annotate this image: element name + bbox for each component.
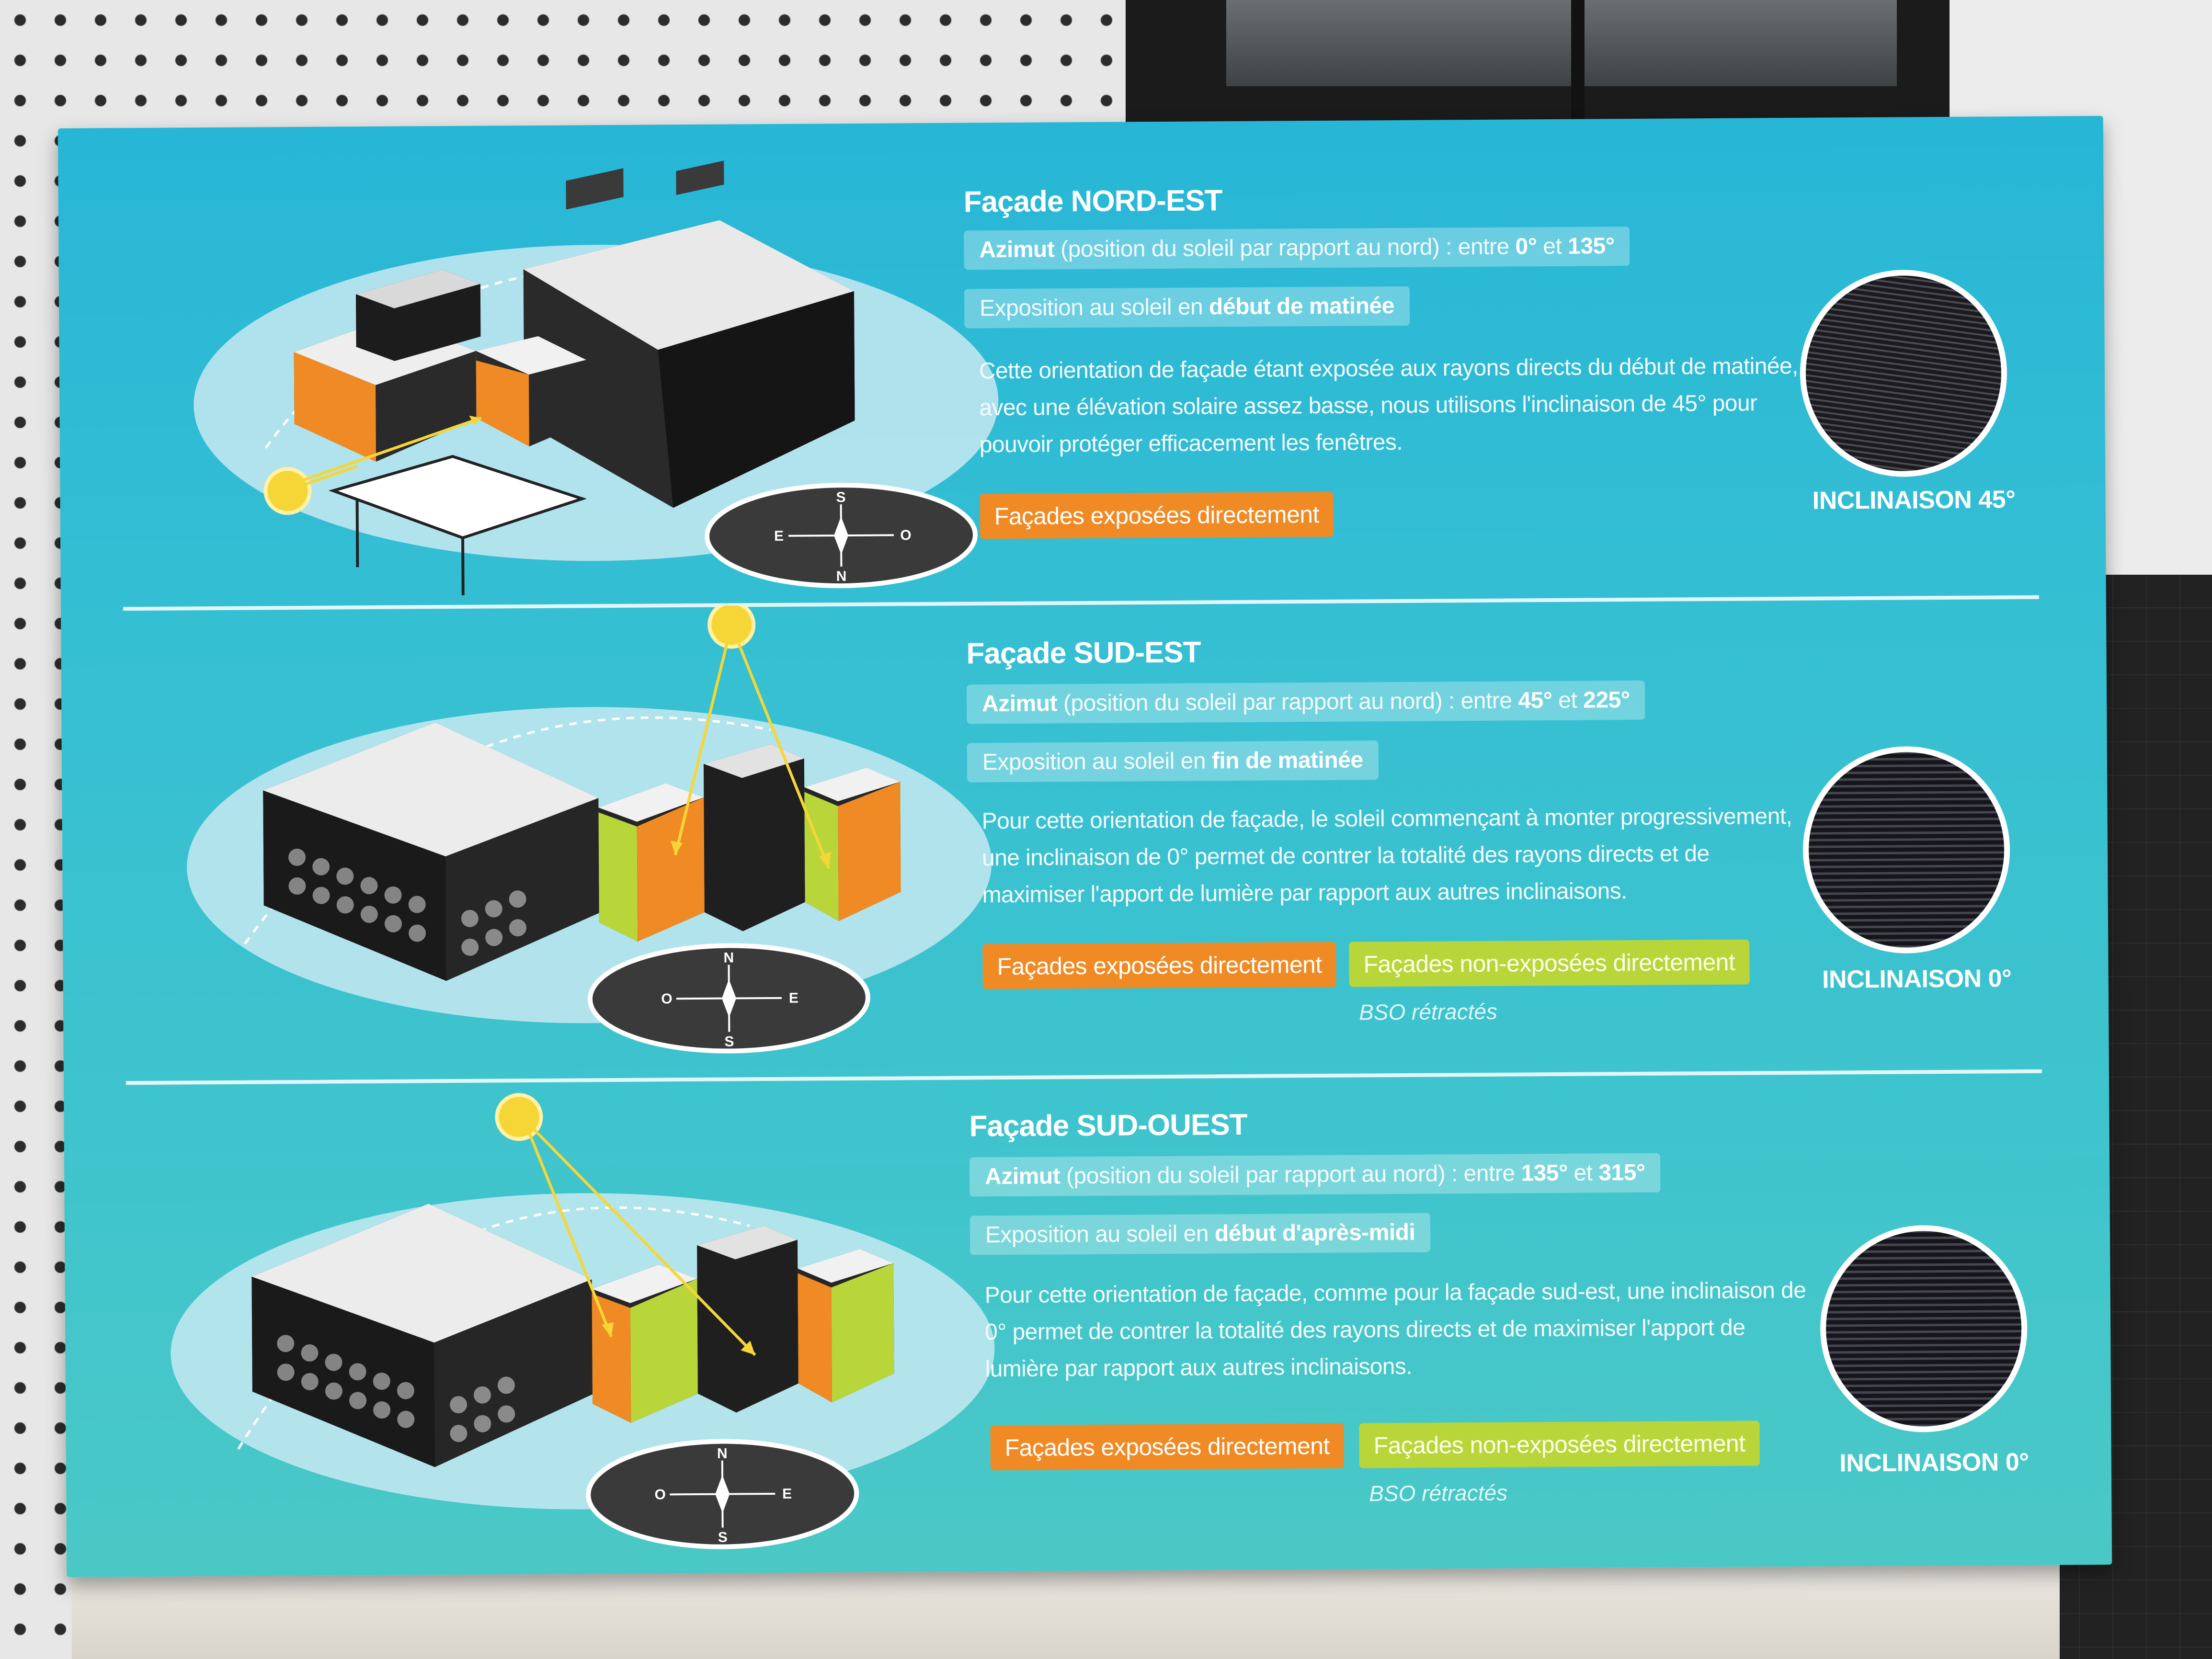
exposition-text: Exposition au soleil en (985, 1221, 1215, 1248)
compass-right: O (900, 527, 912, 543)
section-nord-est: S N E O Façade NORD-EST Azimut (position… (58, 116, 2106, 607)
blind-circle-0 (1803, 746, 2010, 954)
azimut-label: Azimut (979, 237, 1055, 263)
tag-exposed: Façades exposées directement (980, 491, 1334, 539)
inclinaison-label: INCLINAISON 45° (1812, 486, 2016, 515)
azimut-and: et (1552, 687, 1584, 714)
azimut-and: et (1537, 233, 1568, 260)
building-illustration-nord-est: S N E O (194, 160, 999, 595)
building-illustration-sud-ouest: N S O E (171, 1093, 995, 1549)
azimut-pill: Azimut (position du soleil par rapport a… (969, 1153, 1661, 1197)
tag-exposed: Façades exposées directement (982, 942, 1336, 989)
compass-left: O (661, 991, 673, 1007)
section-title: Façade SUD-EST (966, 636, 1201, 670)
tag-exposed: Façades exposées directement (990, 1423, 1344, 1471)
azimut-and: et (1567, 1160, 1599, 1186)
exposition-bold: début de matinée (1209, 293, 1394, 320)
azimut-to: 315° (1598, 1159, 1645, 1186)
azimut-text: (position du soleil par rapport au nord)… (1054, 234, 1516, 262)
azimut-pill: Azimut (position du soleil par rapport a… (964, 227, 1630, 270)
inclinaison-label: INCLINAISON 0° (1822, 965, 2012, 994)
bso-note: BSO rétractés (1358, 999, 1498, 1025)
azimut-label: Azimut (985, 1163, 1060, 1190)
exposition-pill: Exposition au soleil en début de matinée (964, 286, 1410, 329)
exposition-pill: Exposition au soleil en fin de matinée (967, 740, 1379, 783)
section-description: Pour cette orientation de façade, comme … (984, 1277, 1806, 1382)
section-title: Façade NORD-EST (963, 184, 1222, 219)
azimut-text: (position du soleil par rapport au nord)… (1060, 1160, 1521, 1189)
azimut-label: Azimut (982, 691, 1058, 717)
compass-bottom: S (718, 1530, 728, 1545)
azimut-from: 45° (1518, 688, 1552, 714)
compass-bottom: S (724, 1034, 734, 1049)
section-sud-ouest: N S O E Façade SUD-OUEST Azimut (positio… (64, 1069, 2112, 1575)
bso-note: BSO rétractés (1369, 1480, 1508, 1506)
exposition-text: Exposition au soleil en (982, 748, 1212, 775)
section-sud-est: N S O E Façade SUD-EST Azimut (position … (61, 597, 2109, 1081)
inclinaison-label: INCLINAISON 0° (1839, 1448, 2029, 1477)
window-mullion (1571, 0, 1585, 134)
tag-non-exposed: Façades non-exposées directement (1359, 1420, 1760, 1468)
compass-right: E (789, 990, 798, 1006)
section-description: Cette orientation de façade étant exposé… (979, 353, 1798, 458)
exposition-bold: début d'après-midi (1214, 1219, 1415, 1247)
compass-left: O (654, 1487, 666, 1502)
section-title: Façade SUD-OUEST (969, 1108, 1247, 1143)
compass-top: N (717, 1446, 728, 1462)
exposition-text: Exposition au soleil en (979, 294, 1209, 321)
azimut-to: 225° (1583, 687, 1630, 713)
azimut-to: 135° (1567, 233, 1615, 259)
azimut-from: 135° (1521, 1160, 1568, 1186)
exposition-pill: Exposition au soleil en début d'après-mi… (969, 1213, 1431, 1255)
azimut-pill: Azimut (position du soleil par rapport a… (966, 680, 1645, 724)
blind-circle-0 (1820, 1225, 2028, 1432)
compass-top: S (836, 489, 845, 505)
compass-bottom: N (836, 568, 847, 584)
compass-right: E (782, 1486, 792, 1502)
section-description: Pour cette orientation de façade, le sol… (981, 803, 1792, 908)
compass-top: N (723, 950, 734, 966)
building-illustration-sud-est: N S O E (187, 603, 992, 1054)
azimut-from: 0° (1515, 234, 1537, 260)
window-glass (1226, 0, 1897, 86)
azimut-text: (position du soleil par rapport au nord)… (1057, 688, 1518, 716)
info-panel: S N E O Façade NORD-EST Azimut (position… (57, 115, 2112, 1578)
compass-left: E (774, 528, 784, 544)
tag-non-exposed: Façades non-exposées directement (1349, 939, 1750, 987)
exposition-bold: fin de matinée (1211, 747, 1363, 774)
blind-circle-45 (1800, 270, 2007, 477)
